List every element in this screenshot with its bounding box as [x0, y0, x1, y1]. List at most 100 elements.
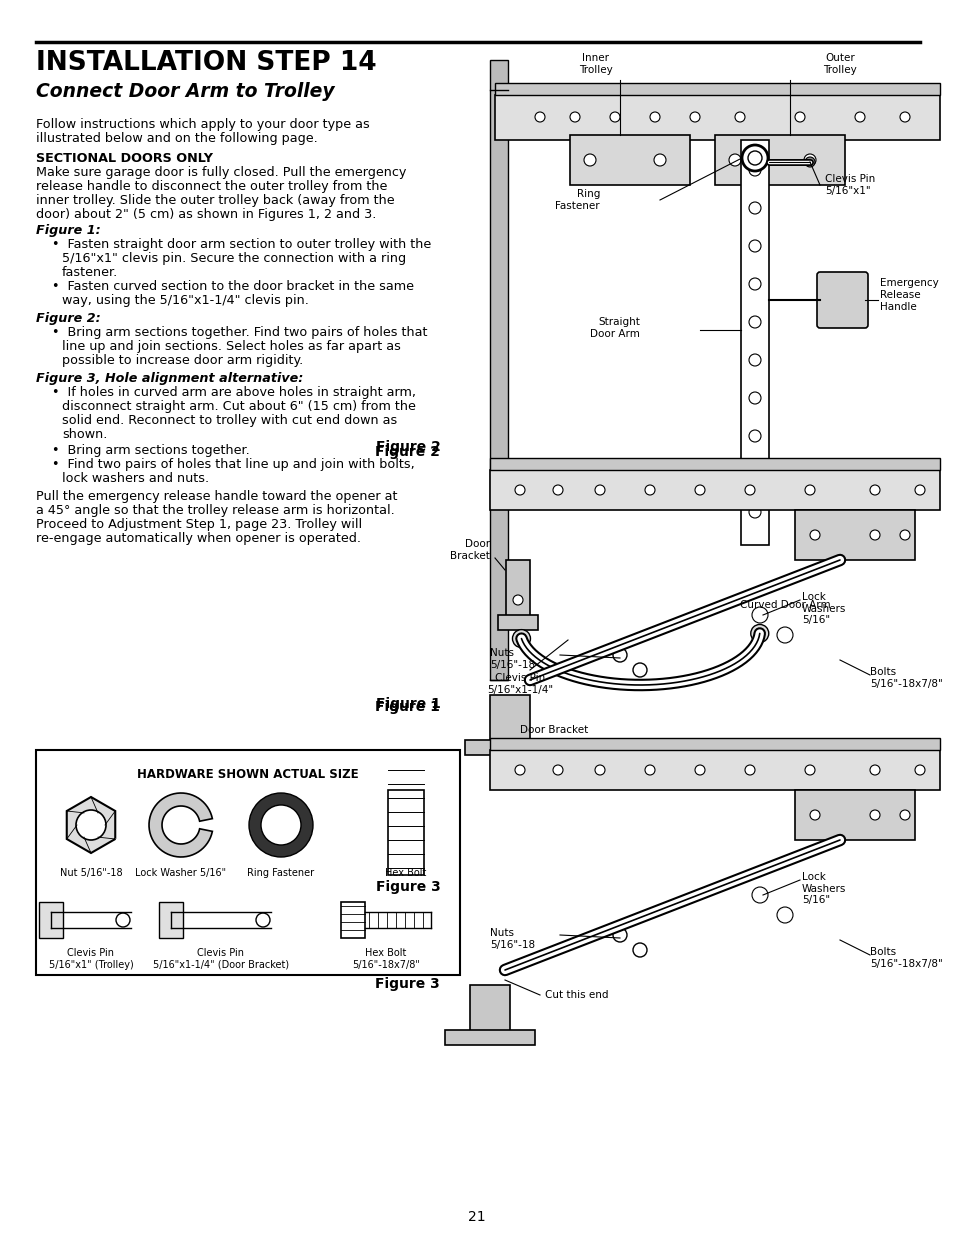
Text: Clevis Pin
5/16"x1-1/4" (Door Bracket): Clevis Pin 5/16"x1-1/4" (Door Bracket)	[152, 948, 289, 969]
Text: possible to increase door arm rigidity.: possible to increase door arm rigidity.	[62, 354, 303, 367]
Text: SECTIONAL DOORS ONLY: SECTIONAL DOORS ONLY	[36, 152, 213, 165]
FancyBboxPatch shape	[497, 615, 537, 630]
Text: Straight
Door Arm: Straight Door Arm	[590, 317, 639, 338]
FancyBboxPatch shape	[794, 510, 914, 559]
Text: Ring
Fastener: Ring Fastener	[555, 189, 599, 211]
Circle shape	[566, 939, 577, 948]
Circle shape	[748, 164, 760, 177]
FancyBboxPatch shape	[505, 559, 530, 620]
Text: solid end. Reconnect to trolley with cut end down as: solid end. Reconnect to trolley with cut…	[62, 414, 396, 427]
Circle shape	[748, 468, 760, 480]
Text: a 45° angle so that the trolley release arm is horizontal.: a 45° angle so that the trolley release …	[36, 504, 395, 517]
Circle shape	[807, 846, 818, 856]
Circle shape	[689, 112, 700, 122]
Text: •  Bring arm sections together. Find two pairs of holes that: • Bring arm sections together. Find two …	[52, 326, 427, 338]
Circle shape	[549, 666, 559, 676]
FancyBboxPatch shape	[36, 750, 459, 974]
Circle shape	[698, 608, 708, 618]
Circle shape	[512, 630, 530, 647]
Text: Curved Door Arm: Curved Door Arm	[740, 600, 830, 610]
Circle shape	[899, 530, 909, 540]
FancyBboxPatch shape	[495, 83, 939, 95]
FancyBboxPatch shape	[714, 135, 844, 185]
Circle shape	[776, 906, 792, 923]
Text: Nuts
5/16"-18: Nuts 5/16"-18	[490, 648, 535, 669]
Circle shape	[249, 793, 313, 857]
FancyBboxPatch shape	[569, 135, 689, 185]
Text: Inner
Trolley: Inner Trolley	[578, 53, 612, 75]
Text: line up and join sections. Select holes as far apart as: line up and join sections. Select holes …	[62, 340, 400, 353]
Circle shape	[748, 430, 760, 442]
Circle shape	[513, 595, 522, 605]
Text: release handle to disconnect the outer trolley from the: release handle to disconnect the outer t…	[36, 180, 387, 193]
Circle shape	[899, 810, 909, 820]
Text: lock washers and nuts.: lock washers and nuts.	[62, 472, 209, 485]
Text: Bolts
5/16"-18x7/8": Bolts 5/16"-18x7/8"	[869, 947, 942, 968]
Text: Follow instructions which apply to your door type as: Follow instructions which apply to your …	[36, 119, 370, 131]
Text: door) about 2" (5 cm) as shown in Figures 1, 2 and 3.: door) about 2" (5 cm) as shown in Figure…	[36, 207, 376, 221]
Circle shape	[595, 764, 604, 776]
Circle shape	[809, 530, 820, 540]
Circle shape	[899, 112, 909, 122]
FancyBboxPatch shape	[490, 750, 939, 790]
Polygon shape	[67, 797, 115, 853]
FancyBboxPatch shape	[490, 695, 530, 745]
Circle shape	[687, 892, 697, 903]
Circle shape	[535, 112, 544, 122]
Circle shape	[869, 485, 879, 495]
Circle shape	[583, 154, 596, 165]
Circle shape	[869, 530, 879, 540]
FancyBboxPatch shape	[340, 902, 365, 939]
Circle shape	[748, 391, 760, 404]
Circle shape	[623, 636, 634, 647]
Circle shape	[606, 924, 617, 934]
Text: Connect Door Arm to Trolley: Connect Door Arm to Trolley	[36, 82, 335, 101]
Circle shape	[613, 648, 626, 662]
Text: Figure 2: Figure 2	[375, 445, 439, 459]
Text: Bolts
5/16"-18x7/8": Bolts 5/16"-18x7/8"	[869, 667, 942, 689]
Text: Clevis Pin
5/16"x1": Clevis Pin 5/16"x1"	[824, 174, 874, 196]
Circle shape	[748, 506, 760, 517]
Circle shape	[644, 764, 655, 776]
Circle shape	[914, 485, 924, 495]
FancyBboxPatch shape	[490, 739, 939, 750]
Circle shape	[748, 278, 760, 290]
Text: •  Find two pairs of holes that line up and join with bolts,: • Find two pairs of holes that line up a…	[52, 458, 415, 471]
Circle shape	[515, 764, 524, 776]
Circle shape	[914, 764, 924, 776]
Text: Figure 1:: Figure 1:	[36, 224, 101, 237]
Circle shape	[76, 810, 106, 840]
Circle shape	[595, 485, 604, 495]
Circle shape	[794, 112, 804, 122]
Text: •  If holes in curved arm are above holes in straight arm,: • If holes in curved arm are above holes…	[52, 387, 416, 399]
Circle shape	[748, 240, 760, 252]
Circle shape	[748, 203, 760, 214]
Text: re-engage automatically when opener is operated.: re-engage automatically when opener is o…	[36, 532, 360, 545]
Circle shape	[633, 663, 646, 677]
Circle shape	[741, 144, 767, 170]
Text: Door Bracket: Door Bracket	[519, 725, 588, 735]
FancyBboxPatch shape	[490, 61, 507, 680]
Circle shape	[255, 913, 270, 927]
Circle shape	[116, 913, 130, 927]
Circle shape	[750, 625, 768, 642]
Text: Emergency
Release
Handle: Emergency Release Handle	[879, 278, 938, 311]
FancyBboxPatch shape	[490, 471, 939, 510]
Text: Cut this end: Cut this end	[544, 990, 608, 1000]
Circle shape	[776, 627, 792, 643]
Circle shape	[803, 154, 815, 165]
Text: Ring Fastener: Ring Fastener	[247, 868, 314, 878]
Text: Pull the emergency release handle toward the opener at: Pull the emergency release handle toward…	[36, 490, 397, 503]
Circle shape	[649, 112, 659, 122]
Text: 5/16"x1" clevis pin. Secure the connection with a ring: 5/16"x1" clevis pin. Secure the connecti…	[62, 252, 406, 266]
Circle shape	[644, 485, 655, 495]
Circle shape	[261, 805, 301, 845]
Text: Door
Bracket: Door Bracket	[450, 540, 490, 561]
Circle shape	[751, 887, 767, 903]
Text: INSTALLATION STEP 14: INSTALLATION STEP 14	[36, 49, 376, 77]
FancyBboxPatch shape	[816, 272, 867, 329]
Circle shape	[613, 927, 626, 942]
Text: •  Fasten straight door arm section to outer trolley with the: • Fasten straight door arm section to ou…	[52, 238, 431, 251]
Text: way, using the 5/16"x1-1/4" clevis pin.: way, using the 5/16"x1-1/4" clevis pin.	[62, 294, 309, 308]
Circle shape	[744, 764, 754, 776]
